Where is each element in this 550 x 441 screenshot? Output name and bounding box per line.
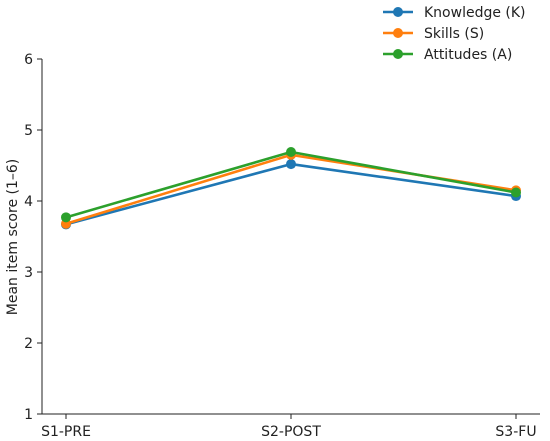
x-tick-label: S3-FU [495, 424, 536, 440]
data-point [286, 147, 296, 158]
legend-swatch-marker [393, 7, 403, 17]
data-point [61, 212, 71, 223]
axes: 1 2 3 4 5 6 S1-PRE S2-POST S3-FU [24, 52, 540, 440]
y-tick-label: 4 [24, 194, 33, 210]
y-tick-label: 6 [24, 52, 33, 68]
series-layer [61, 147, 521, 230]
y-tick-label: 3 [24, 265, 33, 281]
legend-swatch-marker [393, 28, 403, 38]
series-line [65, 162, 517, 226]
series-2 [61, 147, 521, 223]
legend-item: Skills (S) [383, 26, 484, 42]
series-0 [61, 159, 521, 230]
legend-item: Attitudes (A) [383, 47, 512, 63]
y-tick-label: 1 [24, 407, 33, 423]
legend-label: Attitudes (A) [424, 47, 512, 63]
data-point [286, 159, 296, 170]
y-tick-label: 2 [24, 336, 33, 352]
legend-label: Knowledge (K) [424, 5, 526, 21]
x-tick-label: S2-POST [261, 424, 321, 440]
legend-swatch-marker [393, 49, 403, 59]
data-point [511, 187, 521, 198]
legend-item: Knowledge (K) [383, 5, 526, 21]
y-tick-label: 5 [24, 123, 33, 139]
x-tick-label: S1-PRE [41, 424, 91, 440]
legend-label: Skills (S) [424, 26, 484, 42]
legend: Knowledge (K) Skills (S) Attitudes (A) [383, 5, 526, 63]
y-axis-title: Mean item score (1–6) [5, 159, 21, 315]
